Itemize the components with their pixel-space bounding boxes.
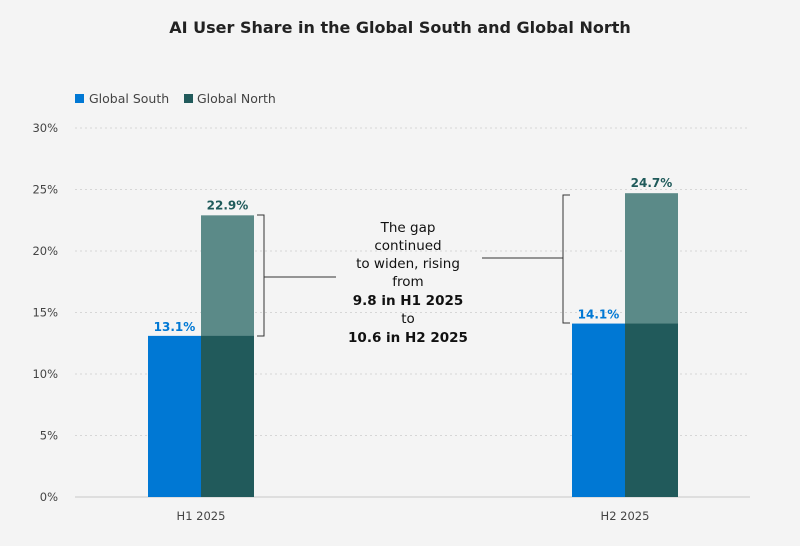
legend-swatch-global-north bbox=[184, 94, 193, 103]
bar-global-north-overlap bbox=[625, 323, 678, 497]
legend-label-global-north: Global North bbox=[197, 91, 276, 106]
y-tick-label: 5% bbox=[40, 429, 58, 443]
chart-title: AI User Share in the Global South and Gl… bbox=[169, 18, 631, 37]
annotation-line: to bbox=[401, 311, 415, 327]
annotation-line: to widen, rising bbox=[356, 256, 460, 272]
legend-label-global-south: Global South bbox=[89, 91, 169, 106]
data-label-global-north: 24.7% bbox=[631, 176, 673, 190]
bar-global-south bbox=[572, 323, 625, 497]
y-tick-label: 30% bbox=[32, 121, 58, 135]
x-tick-label: H1 2025 bbox=[177, 509, 226, 523]
y-tick-label: 0% bbox=[40, 490, 58, 504]
y-tick-label: 20% bbox=[32, 244, 58, 258]
annotation-line: The gap bbox=[380, 220, 436, 236]
y-tick-label: 25% bbox=[32, 183, 58, 197]
legend: Global South Global North bbox=[75, 91, 276, 106]
annotation-line: from bbox=[392, 274, 423, 290]
bar-global-south bbox=[148, 335, 201, 497]
legend-swatch-global-south bbox=[75, 94, 84, 103]
annotation-line: continued bbox=[374, 238, 441, 254]
x-tick-label: H2 2025 bbox=[601, 509, 650, 523]
annotation-bold: 9.8 in H1 2025 bbox=[353, 293, 464, 309]
data-label-global-south: 14.1% bbox=[578, 308, 620, 322]
bracket-h1 bbox=[257, 214, 336, 337]
bar-global-north-overlap bbox=[201, 335, 254, 497]
data-label-global-south: 13.1% bbox=[154, 320, 196, 334]
y-tick-label: 10% bbox=[32, 367, 58, 381]
annotation: The gap continued to widen, rising from … bbox=[257, 194, 570, 346]
bracket-h2 bbox=[482, 194, 570, 324]
data-label-global-north: 22.9% bbox=[207, 198, 249, 212]
annotation-bold: 10.6 in H2 2025 bbox=[348, 330, 468, 346]
y-tick-label: 15% bbox=[32, 306, 58, 320]
